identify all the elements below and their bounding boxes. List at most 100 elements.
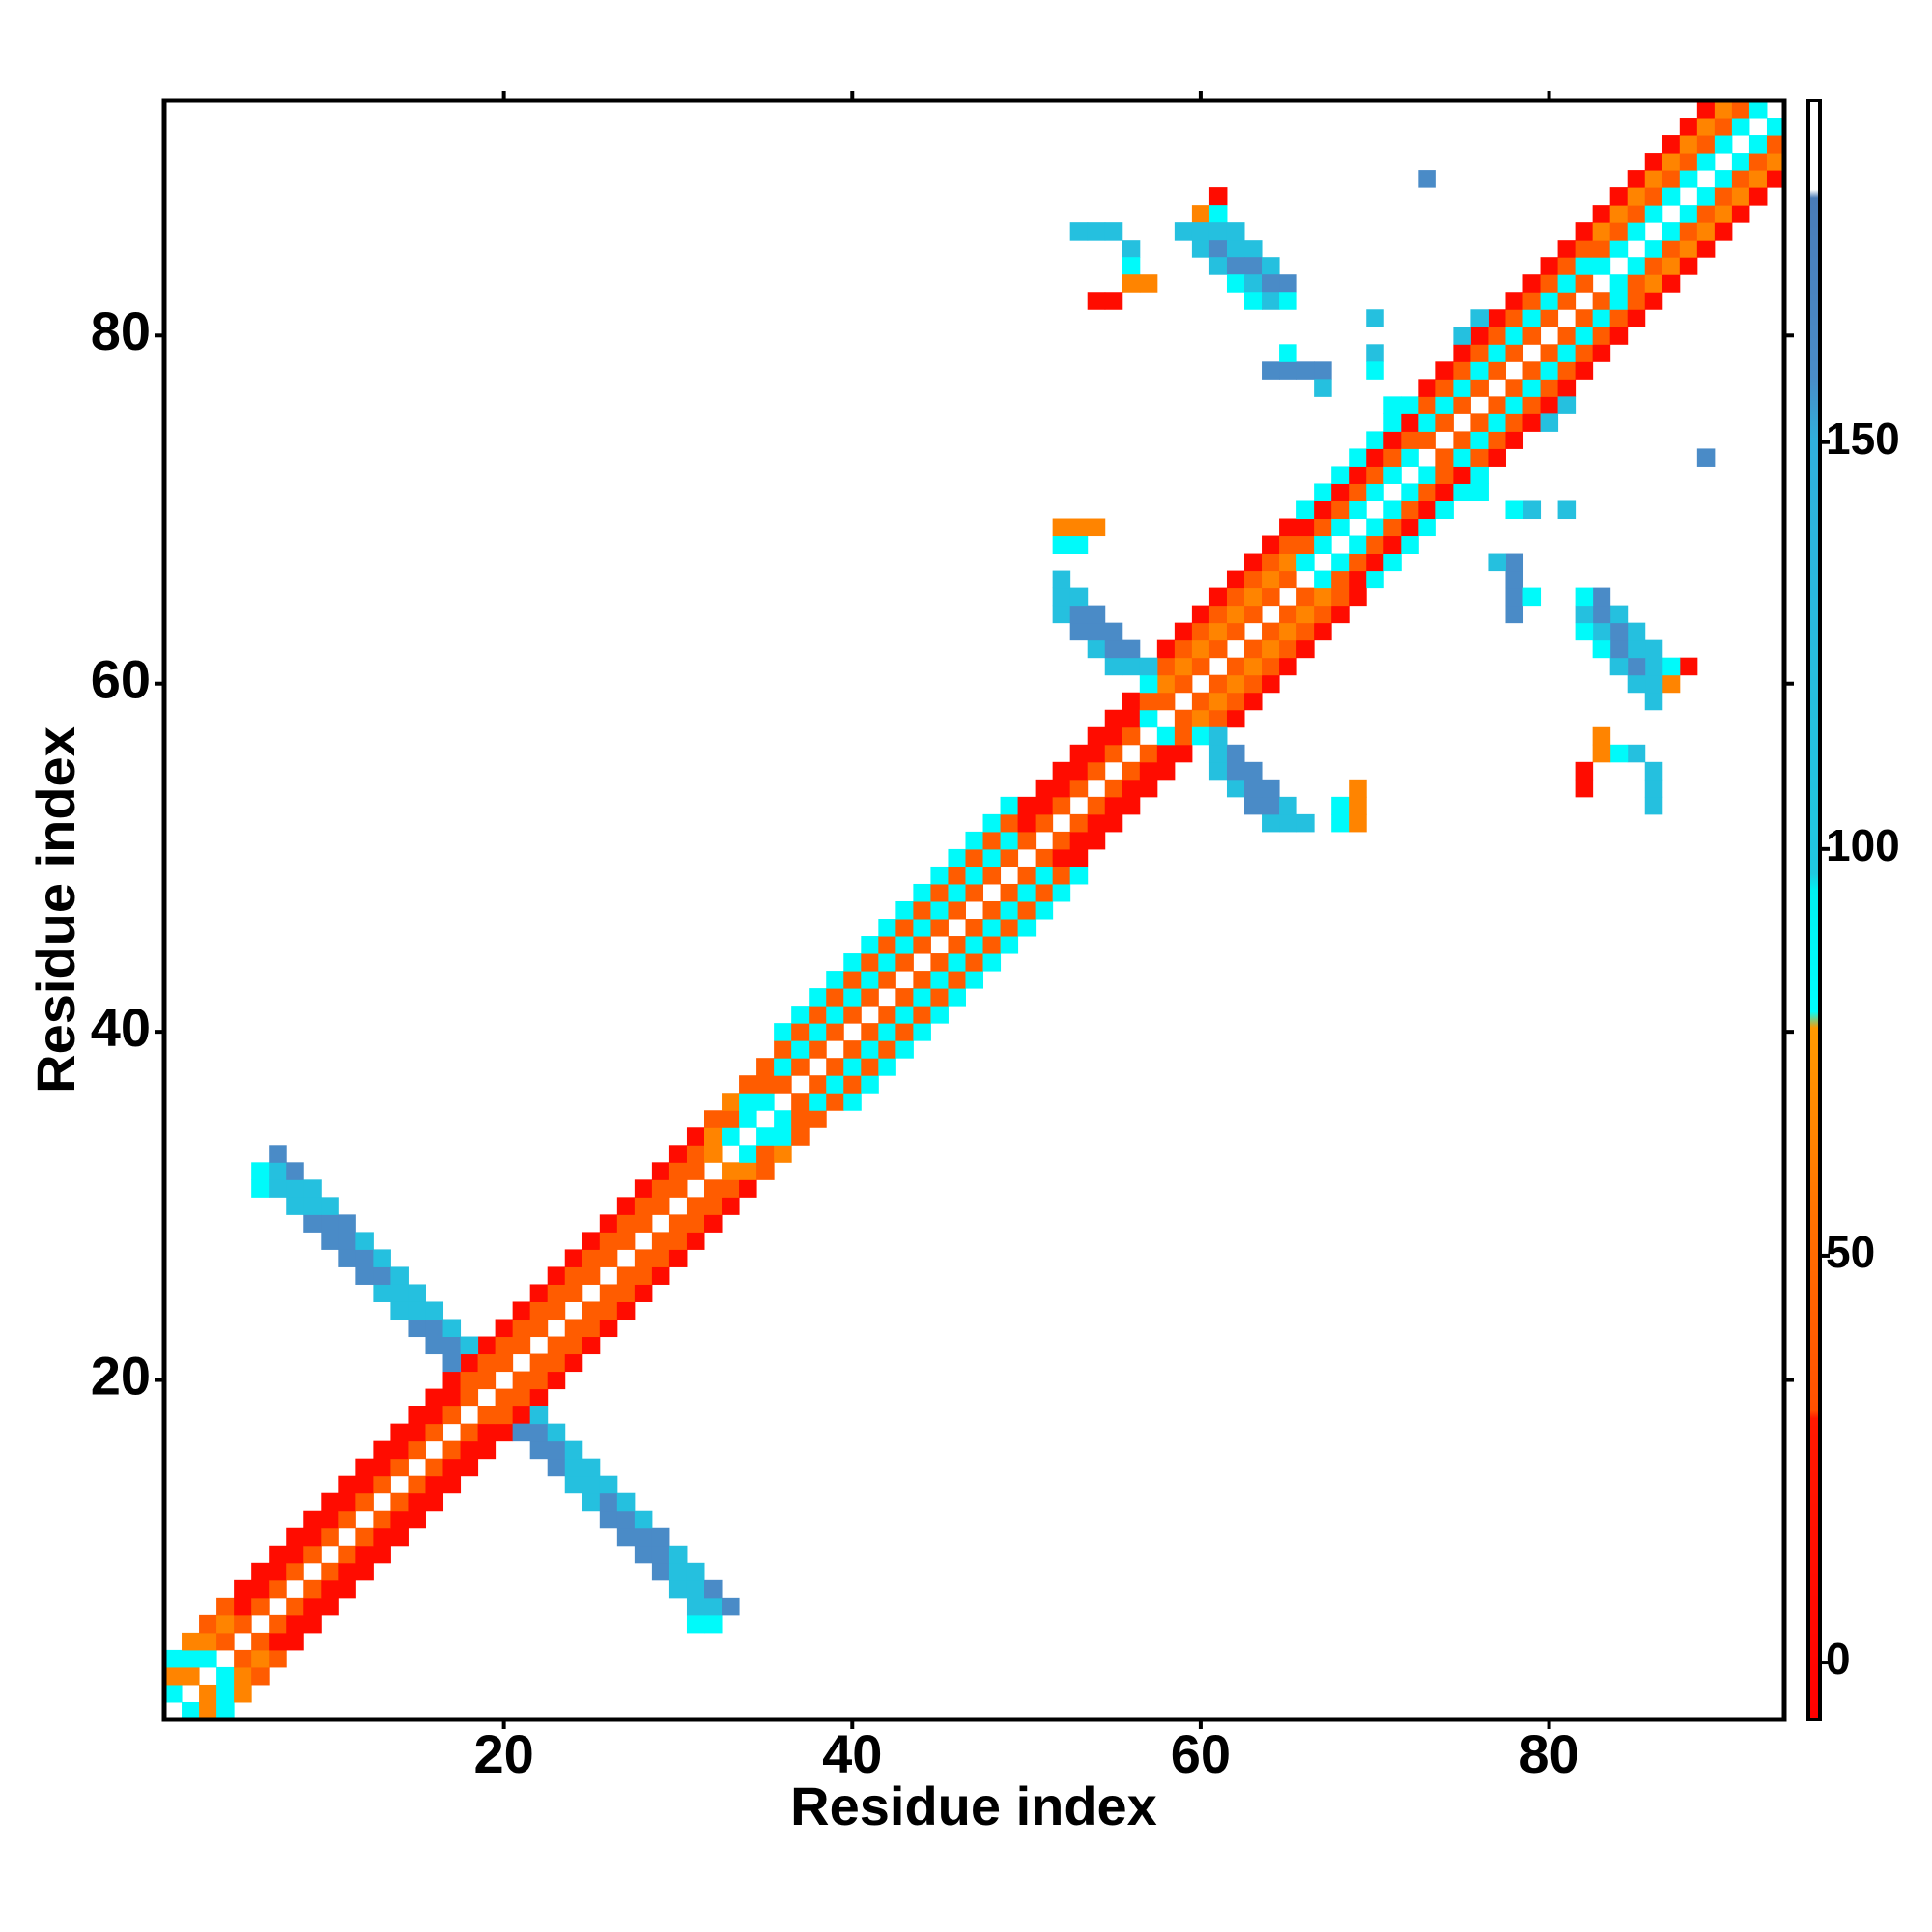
heatmap-cell (251, 1562, 270, 1581)
heatmap-cell (1069, 866, 1089, 885)
heatmap-cell (1366, 361, 1384, 380)
heatmap-cell (1366, 553, 1384, 572)
heatmap-cell (1592, 744, 1611, 763)
colorbar-tick-label: 150 (1826, 413, 1900, 464)
heatmap-cell (1505, 500, 1524, 520)
heatmap-cell (216, 1701, 235, 1720)
heatmap-cell (895, 1006, 914, 1024)
heatmap-cell (1087, 222, 1106, 241)
heatmap-cell (1069, 744, 1089, 763)
heatmap-cell (269, 1649, 287, 1668)
heatmap-cell (1435, 483, 1454, 501)
heatmap-cell (1296, 622, 1315, 641)
heatmap-cell (199, 1614, 217, 1634)
heatmap-cell (1383, 396, 1402, 414)
heatmap-cell (1349, 553, 1367, 572)
heatmap-cell (1592, 257, 1611, 275)
heatmap-cell (1244, 274, 1263, 293)
heatmap-cell (355, 1545, 374, 1564)
heatmap-cell (373, 1284, 391, 1302)
y-tick-label: 60 (91, 649, 151, 710)
heatmap-cell (547, 1353, 566, 1373)
heatmap-cell (1644, 674, 1663, 694)
heatmap-cell (1314, 605, 1332, 624)
heatmap-cell (965, 936, 984, 954)
heatmap-cell (1349, 500, 1367, 520)
heatmap-cell (495, 1406, 514, 1425)
heatmap-cell (408, 1475, 426, 1494)
heatmap-cell (1540, 344, 1559, 362)
heatmap-cell (1122, 796, 1141, 815)
heatmap-cell (251, 1666, 270, 1686)
heatmap-cell (1662, 657, 1681, 676)
heatmap-cell (1349, 813, 1367, 833)
heatmap-cell (1505, 553, 1524, 572)
heatmap-cell (1575, 361, 1594, 380)
heatmap-cell (1279, 535, 1297, 554)
heatmap-cell (1069, 779, 1089, 798)
heatmap-cell (1331, 796, 1350, 815)
heatmap-cell (477, 1353, 497, 1373)
heatmap-cell (460, 1371, 479, 1390)
heatmap-cell (1662, 170, 1681, 188)
heatmap-cell (1087, 605, 1106, 624)
heatmap-cell (1208, 674, 1228, 694)
heatmap-cell (1000, 848, 1019, 867)
heatmap-cell (269, 1145, 287, 1163)
heatmap-cell (616, 1214, 636, 1233)
heatmap-cell (1696, 118, 1716, 136)
heatmap-cell (442, 1319, 462, 1338)
heatmap-cell (390, 1458, 409, 1477)
heatmap-cell (1087, 831, 1106, 850)
heatmap-cell (1226, 657, 1245, 676)
heatmap-cell (1575, 222, 1594, 241)
heatmap-cell (843, 1058, 862, 1076)
heatmap-cell (1279, 553, 1297, 572)
heatmap-cell (1104, 657, 1123, 676)
heatmap-cell (1627, 744, 1646, 763)
heatmap-cell (1679, 153, 1698, 171)
heatmap-cell (1766, 170, 1785, 188)
heatmap-cell (303, 1179, 322, 1198)
heatmap-cell (1488, 361, 1506, 380)
heatmap-cell (1609, 274, 1629, 293)
heatmap-cell (1488, 413, 1506, 432)
heatmap-cell (1505, 327, 1524, 345)
heatmap-cell (1522, 587, 1542, 607)
heatmap-cell (1644, 170, 1663, 188)
heatmap-cell (460, 1423, 479, 1442)
heatmap-cell (861, 1040, 879, 1059)
heatmap-cell (1748, 153, 1768, 171)
heatmap-cell (425, 1423, 444, 1442)
heatmap-cell (1262, 553, 1280, 572)
heatmap-cell (634, 1249, 653, 1267)
heatmap-cell (1226, 570, 1245, 589)
heatmap-cell (1435, 500, 1454, 520)
heatmap-cell (895, 1040, 914, 1059)
heatmap-cell (1314, 379, 1332, 397)
heatmap-cell (477, 1371, 497, 1390)
heatmap-cell (861, 1058, 879, 1076)
heatmap-cell (1540, 292, 1559, 310)
heatmap-cell (547, 1371, 566, 1390)
heatmap-cell (965, 883, 984, 902)
heatmap-cell (1679, 170, 1698, 188)
heatmap-cell (965, 848, 984, 867)
colorbar (1806, 99, 1822, 1721)
heatmap-cell (1366, 483, 1384, 501)
heatmap-cell (1662, 153, 1681, 171)
heatmap-cell (1505, 292, 1524, 310)
heatmap-cell (1017, 919, 1037, 937)
heatmap-cell (564, 1249, 583, 1267)
heatmap-cell (1279, 622, 1297, 641)
heatmap-cell (1208, 257, 1228, 275)
heatmap-cell (1679, 135, 1698, 154)
heatmap-cell (651, 1562, 670, 1581)
heatmap-cell (1731, 187, 1750, 206)
heatmap-cell (1069, 535, 1089, 554)
heatmap-cell (1505, 379, 1524, 397)
heatmap-cell (1644, 205, 1663, 223)
heatmap-cell (286, 1545, 304, 1564)
heatmap-cell (616, 1232, 636, 1250)
